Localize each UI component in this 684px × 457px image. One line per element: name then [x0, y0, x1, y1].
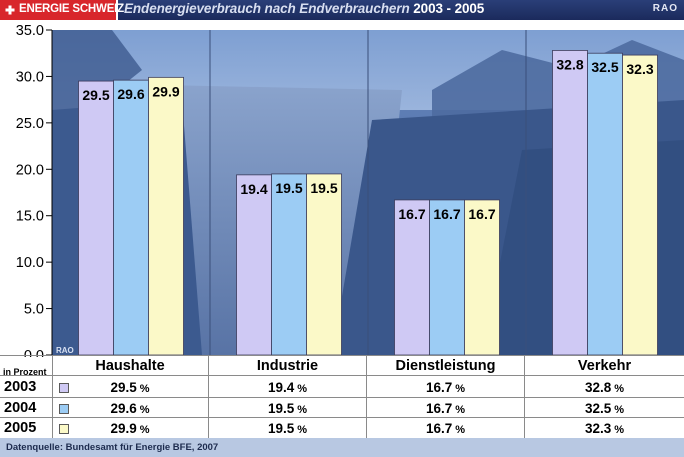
- chart-title-years: 2003 - 2005: [413, 1, 485, 16]
- table-cell: 19.5%: [267, 421, 308, 436]
- table-cell: 29.6%: [110, 401, 150, 416]
- bar-data-label: 32.3: [626, 61, 653, 77]
- table-divider: [0, 397, 684, 398]
- category-header-industrie: Industrie: [256, 358, 319, 374]
- chart-header: ENERGIE SCHWEIZ Endenergieverbrauch nach…: [0, 0, 684, 20]
- row-year: 2005: [4, 420, 37, 436]
- bar-verkehr-2003: [552, 50, 588, 356]
- row-year: 2004: [4, 400, 37, 416]
- watermark: RAO: [56, 346, 74, 355]
- bar-industrie-2004: [271, 173, 307, 356]
- header-logo: RAO: [652, 3, 678, 14]
- chart-title: Endenergieverbrauch nach Endverbrauchern…: [124, 1, 484, 16]
- bar-dienstleistung-2003: [394, 199, 430, 356]
- table-column-divider: [366, 355, 367, 438]
- category-header-haushalte: Haushalte: [95, 358, 165, 374]
- y-tick-label: 20.0: [16, 162, 44, 178]
- y-tick-label: 5.0: [24, 302, 44, 318]
- unit-label: in Prozent: [3, 367, 47, 377]
- table-column-divider: [52, 355, 53, 438]
- category-header-dienstleistung: Dienstleistung: [395, 358, 496, 374]
- table-cell: 29.5%: [110, 380, 150, 395]
- bar-haushalte-2005: [148, 76, 184, 356]
- bar-data-label: 32.5: [591, 59, 618, 75]
- category-header-verkehr: Verkehr: [577, 358, 632, 374]
- table-cell: 32.8%: [584, 380, 625, 395]
- brand-name: ENERGIE SCHWEIZ: [19, 3, 124, 15]
- legend-swatch-2003: [59, 383, 69, 393]
- bar-haushalte-2004: [113, 79, 149, 356]
- legend-swatch-2004: [59, 404, 69, 414]
- table-cell: 16.7%: [425, 380, 466, 395]
- table-cell: 32.5%: [584, 401, 625, 416]
- y-tick-label: 0.0: [24, 348, 44, 357]
- bar-data-label: 32.8: [556, 56, 583, 72]
- table-cell: 16.7%: [425, 401, 466, 416]
- bar-verkehr-2005: [622, 54, 658, 356]
- bar-data-label: 19.5: [310, 180, 337, 196]
- bar-data-label: 29.5: [82, 87, 109, 103]
- data-source-footer: Datenquelle: Bundesamt für Energie BFE, …: [0, 438, 684, 457]
- table-cell: 16.7%: [425, 421, 466, 436]
- y-tick-label: 10.0: [16, 255, 44, 271]
- bar-data-label: 29.6: [117, 86, 144, 102]
- table-column-divider: [208, 355, 209, 438]
- y-tick-label: 15.0: [16, 209, 44, 225]
- bar-data-label: 16.7: [433, 206, 460, 222]
- y-tick-label: 30.0: [16, 69, 44, 85]
- brand-logo: ENERGIE SCHWEIZ: [0, 0, 124, 20]
- table-divider: [0, 417, 684, 418]
- table-column-divider: [524, 355, 525, 438]
- bar-industrie-2003: [236, 174, 272, 356]
- table-row-2003: 2003 29.5% 19.4% 16.7% 32.8%: [0, 378, 684, 397]
- swiss-cross-icon: [4, 4, 16, 16]
- table-divider: [0, 375, 684, 376]
- bar-data-label: 19.5: [275, 180, 302, 196]
- bar-data-label: 19.4: [240, 181, 267, 197]
- table-cell: 19.5%: [267, 401, 308, 416]
- bar-data-label: 16.7: [398, 206, 425, 222]
- bar-data-label: 16.7: [468, 206, 495, 222]
- table-cell: 32.3%: [584, 421, 625, 436]
- row-year: 2003: [4, 379, 37, 395]
- table-cell: 19.4%: [267, 380, 308, 395]
- bar-data-label: 29.9: [152, 83, 179, 99]
- chart-title-main: Endenergieverbrauch nach Endverbrauchern: [124, 1, 410, 16]
- table-border-top: [0, 355, 684, 356]
- y-tick-label: 25.0: [16, 116, 44, 132]
- bar-industrie-2005: [306, 173, 342, 356]
- y-tick-label: 35.0: [16, 23, 44, 39]
- table-cell: 29.9%: [110, 421, 150, 436]
- bar-haushalte-2003: [78, 80, 114, 356]
- bar-dienstleistung-2004: [429, 199, 465, 356]
- table-row-2005: 2005 29.9% 19.5% 16.7% 32.3%: [0, 419, 684, 438]
- bar-chart: 0.0 5.0 10.0 15.0 20.0 25.0 30.0 35.0 29.5 29.6 2…: [16, 23, 658, 357]
- bar-dienstleistung-2005: [464, 199, 500, 356]
- legend-swatch-2005: [59, 424, 69, 434]
- table-row-2004: 2004 29.6% 19.5% 16.7% 32.5%: [0, 399, 684, 418]
- bar-verkehr-2004: [587, 52, 623, 356]
